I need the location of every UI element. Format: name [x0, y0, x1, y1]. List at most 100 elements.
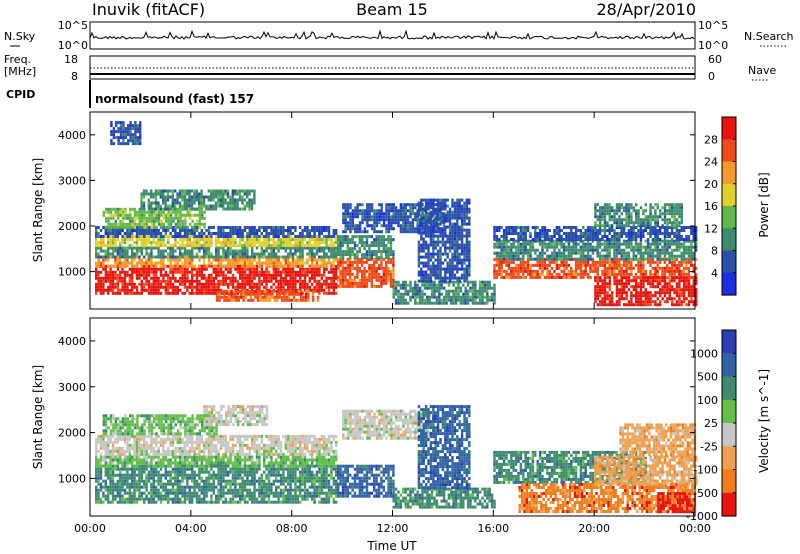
power-cell — [608, 257, 611, 261]
power-cell — [460, 219, 464, 223]
power-cell — [255, 246, 259, 250]
power-cell — [217, 241, 220, 245]
power-cell — [488, 295, 491, 299]
power-cell — [519, 242, 523, 246]
power-cell — [457, 289, 460, 293]
power-cell — [349, 253, 352, 257]
power-cell — [365, 260, 369, 264]
power-cell — [567, 263, 571, 267]
power-cell — [261, 298, 264, 302]
power-cell — [361, 221, 364, 225]
power-cell — [493, 245, 496, 249]
power-cell — [453, 204, 457, 208]
power-cell — [205, 207, 208, 211]
power-cell — [116, 279, 119, 283]
power-cell — [454, 298, 458, 302]
power-cell — [416, 292, 419, 296]
power-cell — [258, 244, 261, 248]
power-cell — [111, 264, 115, 268]
power-cell — [133, 235, 136, 239]
power-cell — [574, 245, 578, 249]
power-cell — [498, 269, 501, 273]
power-cell — [456, 270, 459, 274]
power-cell — [656, 239, 659, 243]
power-cell — [253, 255, 256, 259]
power-cell — [121, 288, 124, 292]
power-cell — [323, 255, 326, 259]
power-cell — [254, 292, 257, 296]
power-cell — [99, 261, 103, 265]
power-cell — [308, 249, 311, 253]
power-cell — [385, 272, 388, 276]
power-cell — [486, 280, 489, 284]
power-cell — [147, 207, 150, 211]
power-cell — [272, 282, 275, 286]
power-cell — [327, 232, 331, 235]
power-cell — [266, 295, 269, 299]
power-cell — [268, 292, 272, 296]
power-cell — [316, 295, 320, 299]
power-cell — [439, 234, 442, 238]
power-cell — [421, 289, 424, 293]
power-cell — [301, 264, 304, 268]
power-cell — [546, 254, 549, 258]
power-cell — [434, 276, 437, 280]
power-cell — [574, 266, 578, 270]
power-cell — [114, 235, 117, 238]
power-cell — [517, 266, 520, 270]
power-cell — [441, 204, 445, 208]
power-cell — [486, 295, 489, 299]
power-cell — [116, 273, 119, 277]
power-cell — [351, 260, 354, 264]
power-cell — [121, 261, 124, 265]
power-cell — [529, 272, 532, 276]
power-cell — [361, 241, 364, 245]
power-cell — [456, 276, 459, 280]
power-cell — [342, 218, 345, 222]
power-cell — [463, 222, 466, 226]
power-cell — [167, 235, 170, 239]
power-cell — [453, 240, 457, 244]
power-cell — [107, 238, 110, 242]
power-cell — [668, 275, 671, 279]
power-cell — [404, 203, 407, 207]
power-cell — [193, 201, 196, 205]
power-cell — [188, 249, 191, 253]
power-cell — [189, 213, 192, 217]
power-cell — [579, 248, 583, 252]
power-cell — [387, 247, 390, 251]
power-cell — [207, 255, 211, 259]
power-cell — [409, 221, 412, 225]
power-cell — [468, 255, 471, 259]
power-cell — [596, 254, 599, 258]
power-cell — [210, 255, 213, 259]
power-cell — [263, 285, 266, 289]
power-cell — [207, 244, 211, 248]
power-cell — [335, 258, 338, 262]
power-cell — [349, 247, 352, 251]
power-cell — [222, 273, 225, 277]
power-cell — [620, 269, 623, 273]
power-cell — [143, 255, 146, 259]
power-cell — [406, 203, 410, 207]
power-cell — [394, 215, 398, 219]
power-cell — [169, 189, 172, 193]
power-cell — [522, 257, 525, 261]
power-cell — [162, 216, 165, 220]
power-cell — [111, 285, 115, 289]
power-cell — [448, 249, 452, 253]
power-cell — [442, 295, 446, 299]
power-cell — [332, 282, 335, 286]
power-cell — [550, 242, 554, 246]
power-cell — [380, 235, 383, 239]
power-cell — [135, 246, 139, 250]
power-cell — [174, 258, 177, 262]
power-cell — [246, 267, 249, 271]
power-cell — [128, 238, 131, 242]
power-cell — [524, 251, 527, 255]
power-cell — [265, 235, 268, 238]
power-cell — [150, 255, 153, 259]
power-cell — [356, 266, 359, 270]
power-cell — [171, 249, 175, 253]
power-cell — [458, 261, 461, 265]
